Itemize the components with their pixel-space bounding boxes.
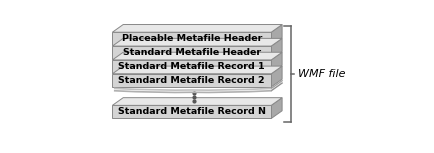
Polygon shape — [271, 24, 282, 45]
Polygon shape — [112, 38, 282, 46]
Text: Standard Metafile Record N: Standard Metafile Record N — [118, 107, 266, 116]
Polygon shape — [271, 98, 282, 118]
Polygon shape — [271, 66, 282, 87]
Text: Standard Metafile Header: Standard Metafile Header — [123, 48, 261, 57]
Polygon shape — [271, 38, 282, 59]
Polygon shape — [112, 66, 282, 74]
Text: Standard Metafile Record 1: Standard Metafile Record 1 — [118, 62, 265, 71]
Polygon shape — [271, 52, 282, 73]
Polygon shape — [112, 24, 282, 32]
Text: Placeable Metafile Header: Placeable Metafile Header — [122, 34, 262, 43]
Bar — [112, 32, 271, 45]
Bar — [112, 105, 271, 118]
Text: Standard Metafile Record 2: Standard Metafile Record 2 — [118, 76, 265, 85]
Bar — [112, 46, 271, 59]
Bar — [112, 60, 271, 73]
Polygon shape — [112, 98, 282, 105]
Bar — [112, 74, 271, 87]
Text: WMF file: WMF file — [299, 69, 346, 79]
Polygon shape — [112, 52, 282, 60]
